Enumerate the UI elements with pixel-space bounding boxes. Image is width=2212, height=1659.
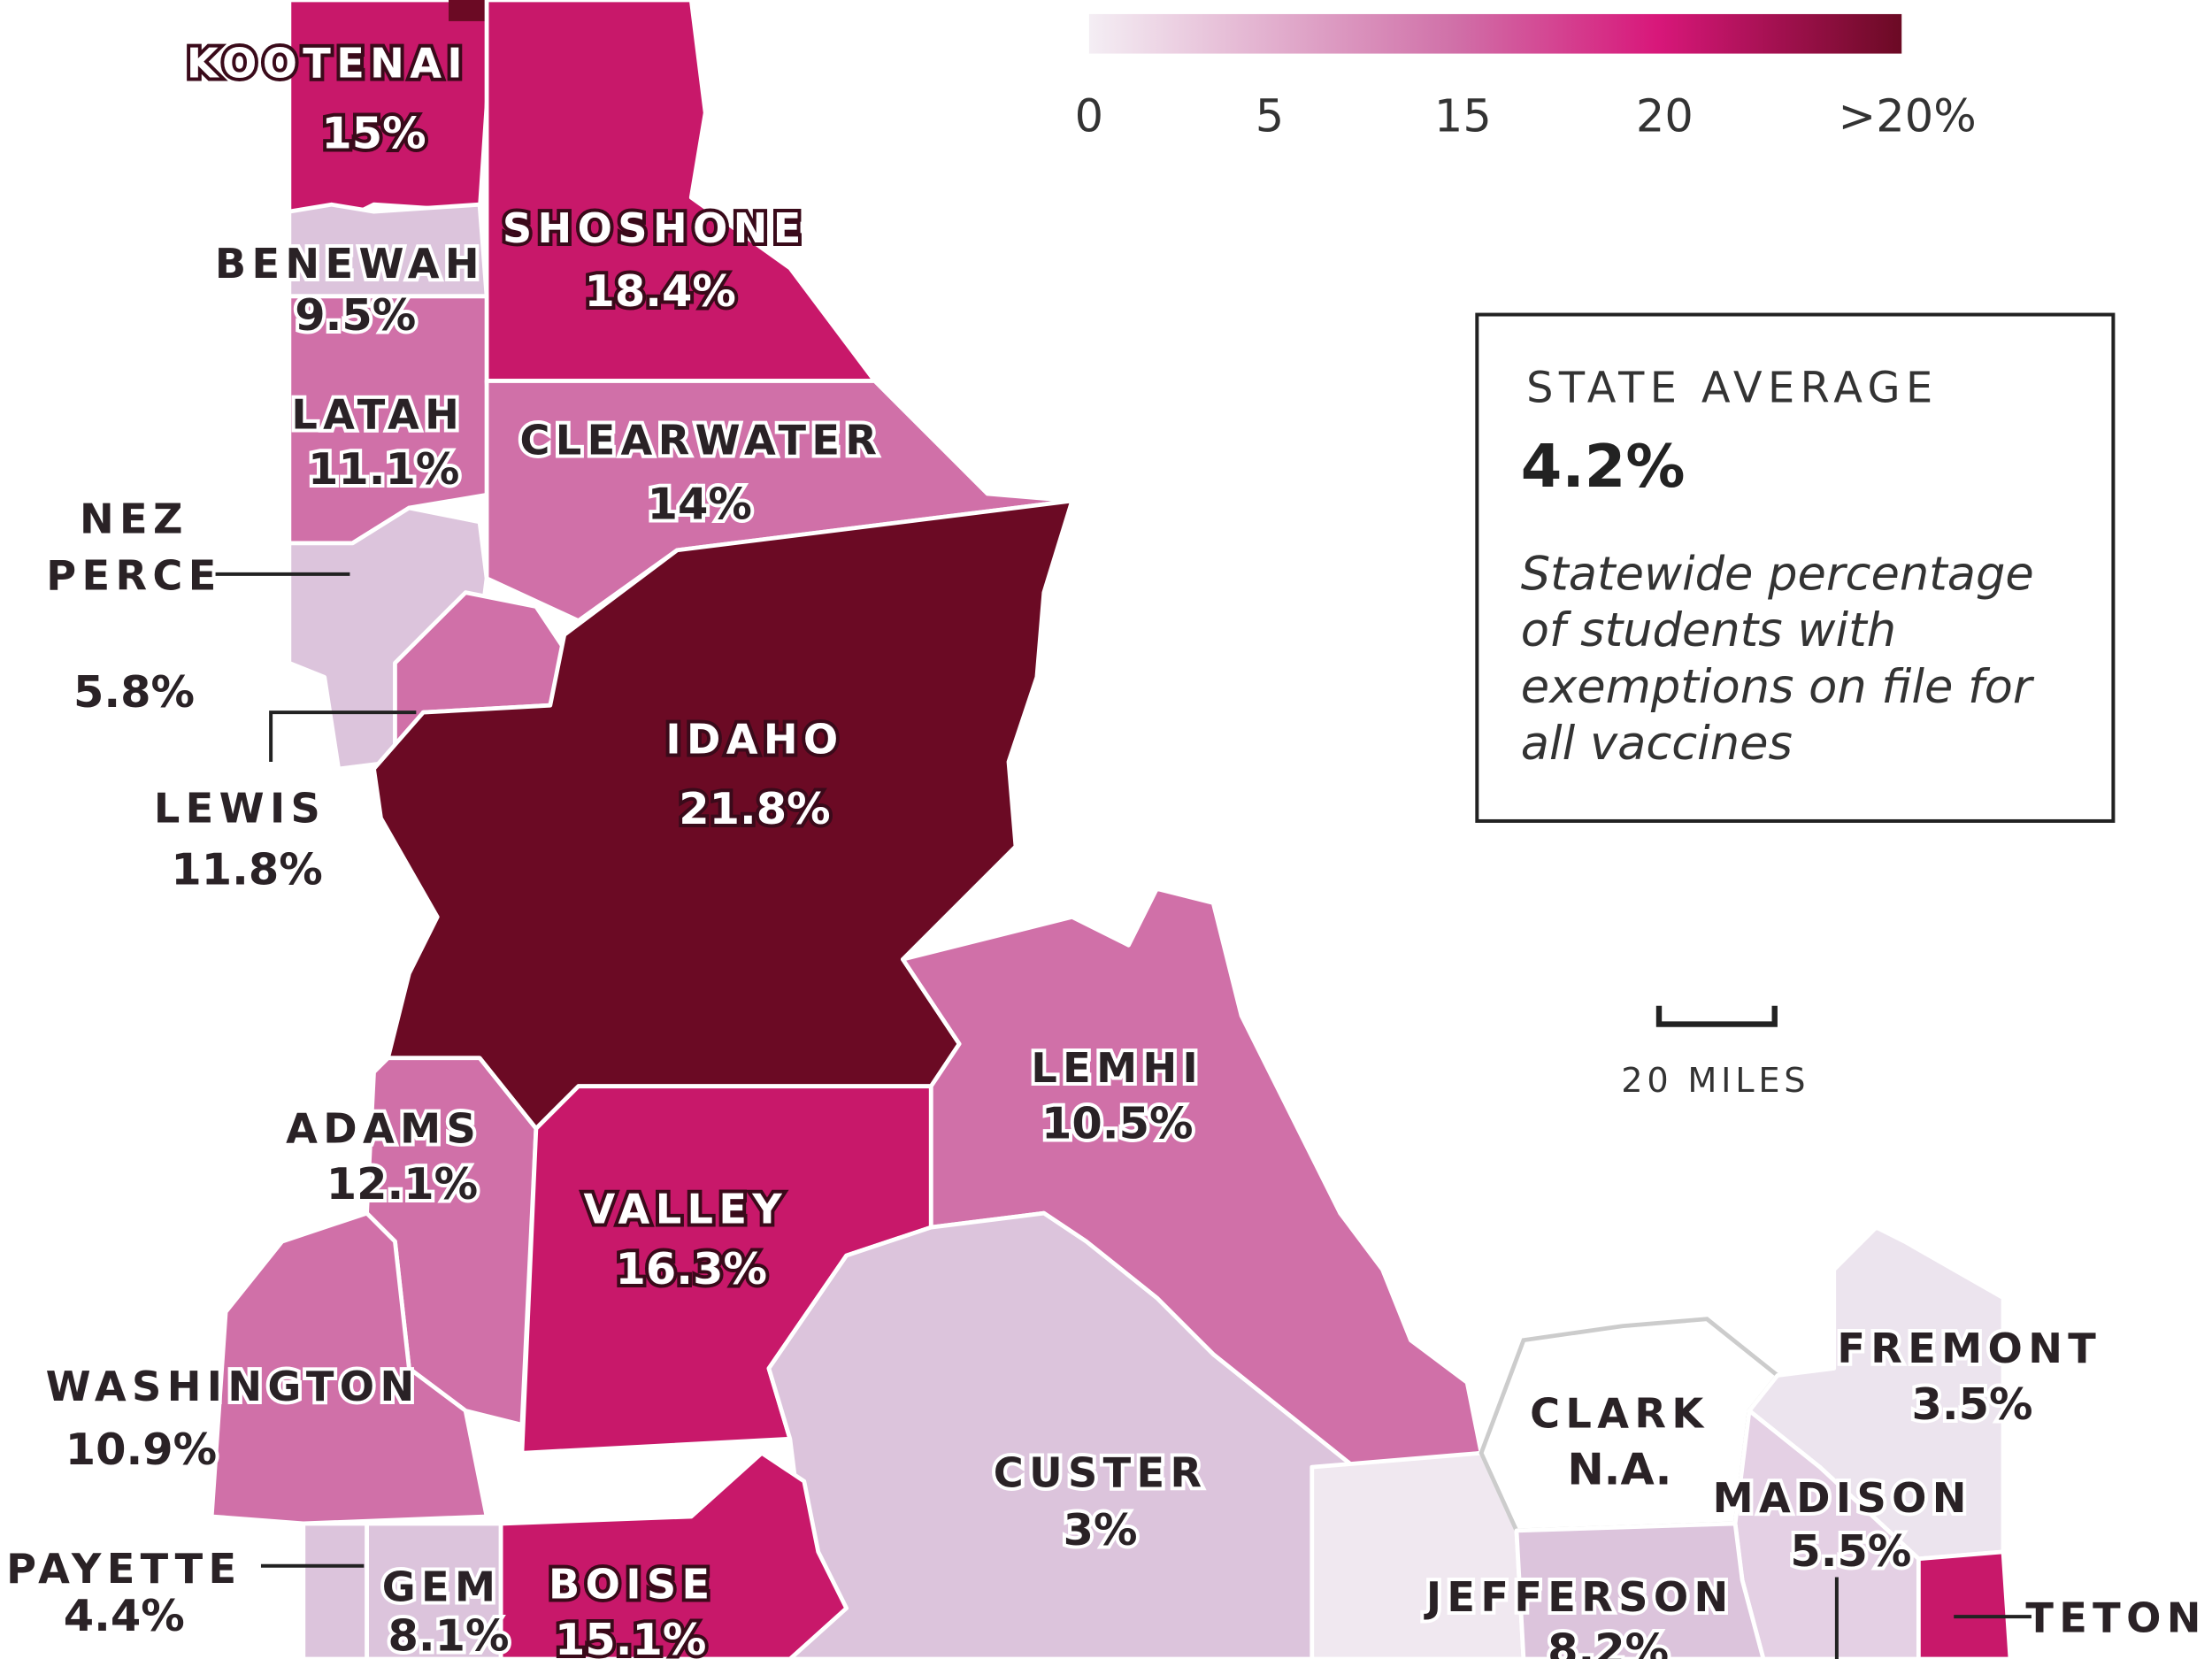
box-description: of students with [1521, 603, 1896, 657]
legend-tick: 15 [1434, 90, 1492, 142]
county-shape [301, 1521, 369, 1659]
county-name: FREMONT [1837, 1325, 2101, 1372]
state-average-box: STATE AVERAGE 4.2% Statewide percentage … [1475, 312, 2116, 823]
county-value: 4.4% [64, 1590, 185, 1641]
legend-tick: 20 [1636, 90, 1694, 142]
county-name: LEWIS [154, 785, 326, 833]
county-shape [484, 0, 877, 383]
county-value: 18.4% [584, 265, 735, 317]
county-value: 14% [648, 479, 752, 530]
county-name: MADISON [1713, 1474, 1972, 1522]
county-value: 10.5% [1041, 1098, 1193, 1149]
county-value: 11.1% [308, 443, 459, 495]
county-shape [1514, 1521, 1766, 1659]
county-value: 21.8% [679, 783, 830, 834]
county-shape [1916, 1549, 2013, 1659]
scale-bar [1655, 1005, 1778, 1027]
county-name: CLARK [1530, 1390, 1709, 1438]
box-title: STATE AVERAGE [1526, 364, 1938, 412]
county-name: PERCE [46, 551, 221, 599]
county-value: 3% [1064, 1504, 1138, 1555]
county-shape [1310, 1450, 1526, 1659]
county-name: CLEARWATER [519, 416, 882, 464]
county-name: WASHINGTON [46, 1363, 420, 1410]
county-value: 15.1% [555, 1614, 706, 1659]
leader-line [269, 710, 417, 762]
county-value: 10.9% [65, 1424, 217, 1475]
box-value: 4.2% [1521, 432, 1686, 501]
box-description: all vaccines [1521, 717, 1793, 771]
county-value: 3.5% [1911, 1379, 2032, 1430]
county-name: KOOTENAI [187, 40, 468, 88]
county-name: TETON [2025, 1594, 2207, 1642]
county-name: LATAH [291, 391, 465, 439]
county-value: N.A. [1567, 1443, 1671, 1494]
county-value: 5.5% [1790, 1525, 1911, 1577]
county-value: 15% [321, 107, 426, 158]
county-name: ADAMS [286, 1104, 481, 1152]
county-value: 5.8% [73, 666, 195, 718]
county-name: CUSTER [994, 1448, 1208, 1496]
county-name: PAYETTE [6, 1545, 242, 1593]
counties [209, 0, 2013, 1659]
county-value: 8.2% [1548, 1624, 1669, 1659]
county-name: VALLEY [584, 1185, 788, 1233]
box-description: exemptions on file for [1521, 660, 2035, 714]
county-shape [209, 1210, 489, 1526]
county-name: GEM [382, 1563, 502, 1611]
box-description: Statewide percentage [1521, 547, 2034, 601]
county-name: JEFFERSON [1424, 1573, 1734, 1621]
legend: 0 5 15 20 >20% [1075, 90, 1977, 142]
legend-tick: 0 [1075, 90, 1103, 142]
box [1475, 312, 2116, 823]
legend-gradient [1088, 13, 1902, 54]
county-value: 12.1% [326, 1158, 478, 1210]
county-name: BOISE [549, 1560, 715, 1608]
county-name: SHOSHONE [503, 204, 807, 252]
legend-tick: 5 [1256, 90, 1284, 142]
county-name: IDAHO [665, 715, 843, 763]
county-value: 9.5% [295, 289, 416, 341]
county-name: BENEWAH [215, 240, 485, 288]
county-value: 16.3% [616, 1243, 767, 1294]
scale-label: 20 MILES [1621, 1061, 1809, 1101]
county-value: 11.8% [171, 844, 322, 895]
leader-lines [204, 572, 2032, 1659]
county-shape [498, 1450, 849, 1659]
legend-tick: >20% [1839, 90, 1977, 142]
county-name: NEZ [80, 495, 188, 543]
county-shape [449, 0, 491, 21]
county-value: 8.1% [388, 1609, 509, 1659]
county-name: LEMHI [1031, 1044, 1203, 1092]
